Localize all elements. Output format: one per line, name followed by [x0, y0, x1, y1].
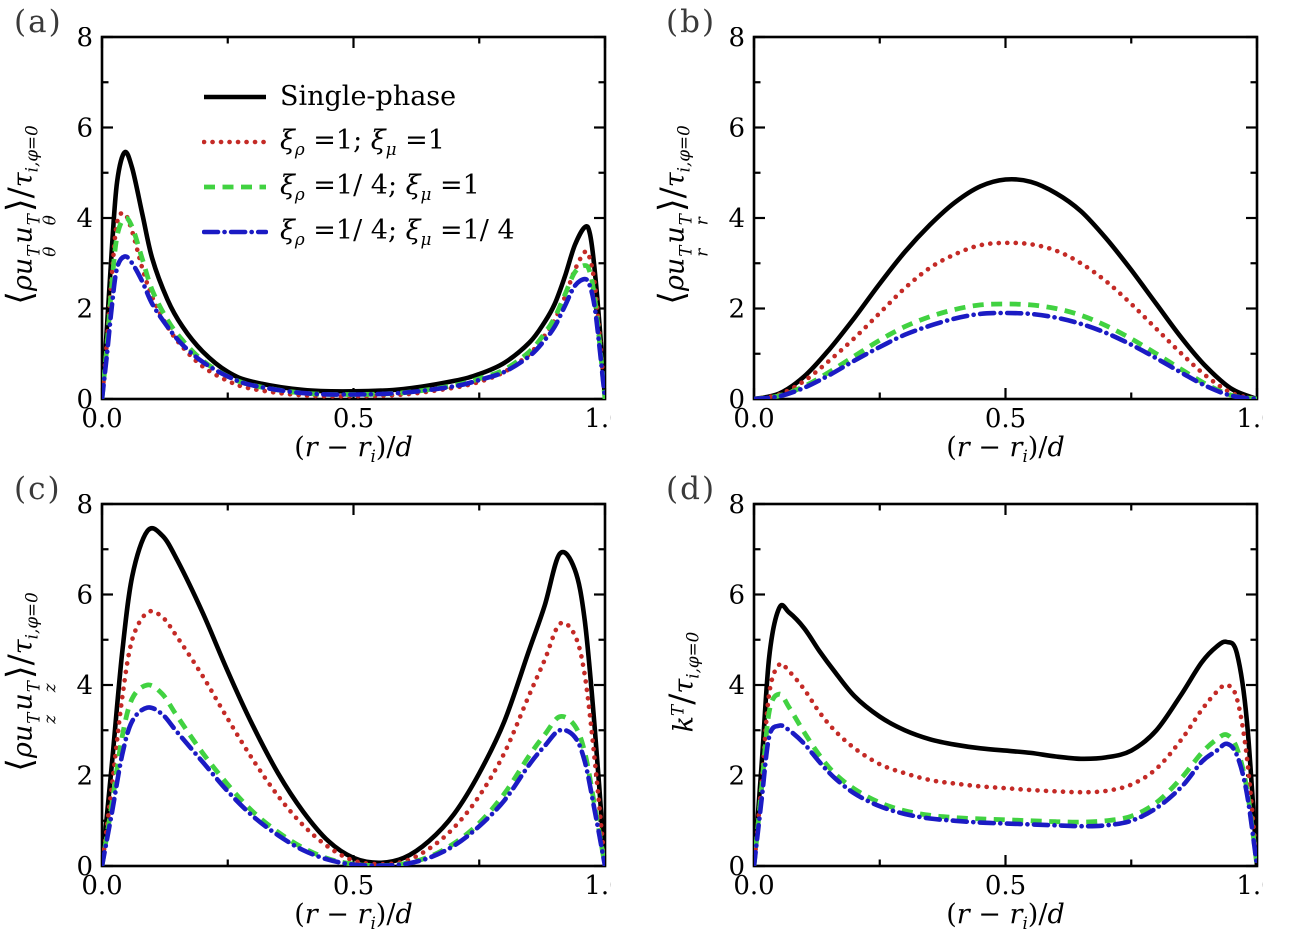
svg-text:0.5: 0.5 [985, 871, 1026, 901]
plot-canvas-d: 0.0 0.5 1.0 0 2 4 6 8 [728, 494, 1263, 901]
svg-text:4: 4 [728, 671, 745, 701]
svg-text:6: 6 [76, 114, 93, 144]
legend-label: ξρ =1; ξμ =1 [280, 124, 445, 159]
dashdot-line-sample [202, 229, 268, 234]
svg-text:0.0: 0.0 [81, 404, 122, 434]
x-axis-label-b: (r − ri)/d [946, 432, 1065, 466]
legend-item: ξρ =1/ 4; ξμ =1 [202, 164, 515, 209]
svg-text:8: 8 [728, 494, 745, 520]
svg-text:2: 2 [728, 762, 745, 792]
x-axis-label-a: (r − ri)/d [294, 432, 413, 466]
solid-line-sample [204, 94, 266, 99]
panel-d: (d) kT/τi,φ=0 0.0 0.5 1.0 0 2 4 6 8 (r − ri)/d [652, 467, 1303, 935]
x-axis-label-c: (r − ri)/d [294, 899, 413, 933]
legend-label: ξρ =1/ 4; ξμ =1/ 4 [280, 214, 515, 249]
svg-text:6: 6 [728, 114, 745, 144]
legend: Single-phase ξρ =1; ξμ =1 ξρ =1/ 4; ξμ =1 ξ… [202, 74, 515, 254]
svg-text:0.5: 0.5 [333, 404, 374, 434]
svg-text:1.0: 1.0 [1236, 871, 1263, 901]
svg-text:8: 8 [76, 494, 93, 520]
svg-text:6: 6 [76, 581, 93, 611]
svg-text:0.0: 0.0 [733, 871, 774, 901]
panel-tag-a: (a) [14, 4, 63, 40]
y-axis-label-column: kT/τi,φ=0 [652, 494, 718, 909]
svg-text:2: 2 [728, 295, 745, 325]
svg-text:4: 4 [728, 204, 745, 234]
svg-text:1.0: 1.0 [584, 404, 611, 434]
svg-text:0.5: 0.5 [333, 871, 374, 901]
panel-tag-c: (c) [14, 471, 62, 507]
legend-item: Single-phase [202, 74, 515, 119]
dashed-line-sample [204, 184, 266, 189]
plot-canvas-a: 0.0 0.5 1.0 0 2 4 6 8 [76, 27, 611, 434]
svg-text:8: 8 [728, 27, 745, 53]
svg-text:4: 4 [76, 204, 93, 234]
svg-text:6: 6 [728, 581, 745, 611]
svg-text:2: 2 [76, 295, 93, 325]
svg-text:1.0: 1.0 [1236, 404, 1263, 434]
svg-text:0.0: 0.0 [81, 871, 122, 901]
plot-canvas-b: 0.0 0.5 1.0 0 2 4 6 8 [728, 27, 1263, 434]
legend-label: ξρ =1/ 4; ξμ =1 [280, 169, 480, 204]
panel-tag-d: (d) [666, 471, 717, 507]
plot-canvas-c: 0.0 0.5 1.0 0 2 4 6 8 [76, 494, 611, 901]
svg-text:0: 0 [76, 852, 93, 882]
panel-tag-b: (b) [666, 4, 717, 40]
y-axis-label-d: kT/τi,φ=0 [661, 631, 703, 733]
svg-text:2: 2 [76, 762, 93, 792]
svg-text:8: 8 [76, 27, 93, 53]
dotted-line-sample [202, 139, 268, 144]
svg-text:0: 0 [728, 385, 745, 415]
legend-label: Single-phase [280, 81, 457, 112]
svg-text:0: 0 [728, 852, 745, 882]
svg-text:4: 4 [76, 671, 93, 701]
svg-text:0: 0 [76, 385, 93, 415]
legend-item: ξρ =1/ 4; ξμ =1/ 4 [202, 209, 515, 254]
svg-text:0.5: 0.5 [985, 404, 1026, 434]
legend-item: ξρ =1; ξμ =1 [202, 119, 515, 164]
svg-text:0.0: 0.0 [733, 404, 774, 434]
svg-text:1.0: 1.0 [584, 871, 611, 901]
x-axis-label-d: (r − ri)/d [946, 899, 1065, 933]
